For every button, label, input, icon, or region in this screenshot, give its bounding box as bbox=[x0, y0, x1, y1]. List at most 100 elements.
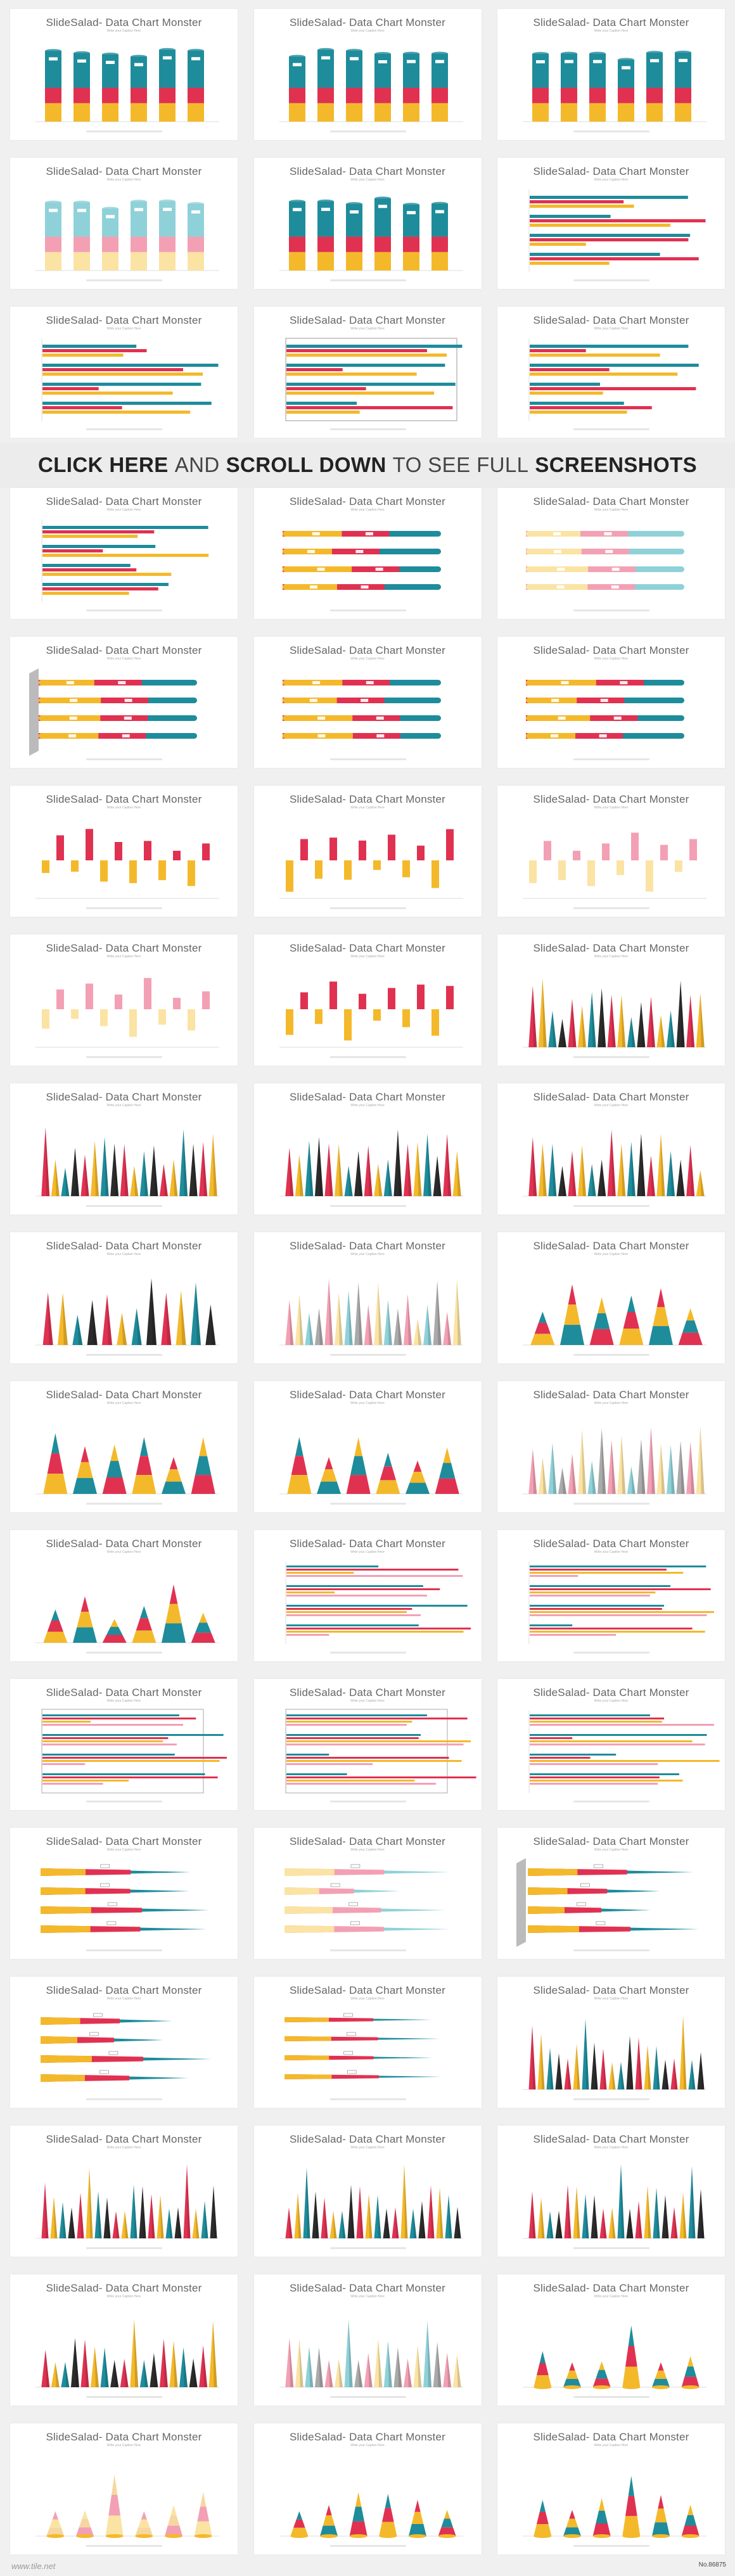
slide-subtitle: Write your Caption Here bbox=[594, 1699, 629, 1703]
slide-preview-card[interactable]: SlideSalad- Data Chart Monster Write your… bbox=[497, 2274, 725, 2406]
slide-preview-card[interactable]: SlideSalad- Data Chart Monster Write your… bbox=[253, 2126, 482, 2257]
slide-subtitle: Write your Caption Here bbox=[594, 327, 629, 331]
slide-preview-card[interactable]: SlideSalad- Data Chart Monster Write your… bbox=[10, 1977, 238, 2108]
slide-preview-card[interactable]: SlideSalad- Data Chart Monster Write your… bbox=[253, 1977, 482, 2108]
slide-preview-card[interactable]: SlideSalad- Data Chart Monster Write your… bbox=[253, 934, 482, 1066]
chart-thumbnail bbox=[35, 978, 219, 1058]
slide-preview-card[interactable]: SlideSalad- Data Chart Monster Write your… bbox=[497, 637, 725, 768]
slide-preview-card[interactable]: SlideSalad- Data Chart Monster Write your… bbox=[253, 1679, 482, 1810]
slide-subtitle: Write your Caption Here bbox=[350, 806, 385, 810]
slide-preview-card[interactable]: SlideSalad- Data Chart Monster Write your… bbox=[10, 1828, 238, 1959]
preview-row: SlideSalad- Data Chart Monster Write your… bbox=[10, 1530, 725, 1661]
chart-thumbnail bbox=[279, 2492, 463, 2547]
slide-preview-card[interactable]: SlideSalad- Data Chart Monster Write your… bbox=[497, 1828, 725, 1959]
slide-preview-card[interactable]: SlideSalad- Data Chart Monster Write your… bbox=[10, 1083, 238, 1215]
slide-title: SlideSalad- Data Chart Monster bbox=[533, 1538, 689, 1550]
slide-preview-card[interactable]: SlideSalad- Data Chart Monster Write your… bbox=[497, 786, 725, 917]
chart-thumbnail bbox=[523, 2164, 706, 2249]
slide-preview-card[interactable]: SlideSalad- Data Chart Monster Write your… bbox=[497, 934, 725, 1066]
slide-title: SlideSalad- Data Chart Monster bbox=[46, 1240, 202, 1252]
slide-preview-card[interactable]: SlideSalad- Data Chart Monster Write your… bbox=[10, 637, 238, 768]
chart-thumbnail bbox=[528, 338, 699, 430]
slide-preview-card[interactable]: SlideSalad- Data Chart Monster Write your… bbox=[253, 307, 482, 438]
slide-preview-card[interactable]: SlideSalad- Data Chart Monster Write your… bbox=[253, 1083, 482, 1215]
slide-preview-card[interactable]: SlideSalad- Data Chart Monster Write your… bbox=[253, 158, 482, 289]
slide-subtitle: Write your Caption Here bbox=[350, 955, 385, 959]
slide-subtitle: Write your Caption Here bbox=[350, 1104, 385, 1107]
slide-preview-card[interactable]: SlideSalad- Data Chart Monster Write your… bbox=[10, 1381, 238, 1512]
slide-preview-card[interactable]: SlideSalad- Data Chart Monster Write your… bbox=[497, 9, 725, 140]
slide-title: SlideSalad- Data Chart Monster bbox=[46, 165, 202, 177]
slide-subtitle: Write your Caption Here bbox=[594, 955, 629, 959]
chart-thumbnail bbox=[41, 1864, 210, 1951]
slide-title: SlideSalad- Data Chart Monster bbox=[289, 2282, 445, 2294]
preview-row: SlideSalad- Data Chart Monster Write your… bbox=[10, 488, 725, 619]
slide-preview-card[interactable]: SlideSalad- Data Chart Monster Write your… bbox=[10, 2126, 238, 2257]
scroll-banner[interactable]: CLICK HERE AND SCROLL DOWN TO SEE FULL S… bbox=[0, 442, 735, 488]
slide-title: SlideSalad- Data Chart Monster bbox=[289, 1984, 445, 1996]
slide-preview-card[interactable]: SlideSalad- Data Chart Monster Write your… bbox=[10, 934, 238, 1066]
slide-title: SlideSalad- Data Chart Monster bbox=[289, 1687, 445, 1699]
slide-preview-card[interactable]: SlideSalad- Data Chart Monster Write your… bbox=[253, 1530, 482, 1661]
chart-thumbnail bbox=[523, 2325, 706, 2398]
chart-thumbnail bbox=[284, 1864, 451, 1951]
slide-subtitle: Write your Caption Here bbox=[594, 1401, 629, 1405]
slide-subtitle: Write your Caption Here bbox=[350, 1699, 385, 1703]
slide-preview-card[interactable]: SlideSalad- Data Chart Monster Write your… bbox=[253, 2274, 482, 2406]
slide-preview-card[interactable]: SlideSalad- Data Chart Monster Write your… bbox=[253, 488, 482, 619]
slide-preview-card[interactable]: SlideSalad- Data Chart Monster Write your… bbox=[10, 2274, 238, 2406]
slide-preview-card[interactable]: SlideSalad- Data Chart Monster Write your… bbox=[10, 786, 238, 917]
slide-preview-card[interactable]: SlideSalad- Data Chart Monster Write your… bbox=[253, 9, 482, 140]
preview-row: SlideSalad- Data Chart Monster Write your… bbox=[10, 1381, 725, 1512]
slide-preview-card[interactable]: SlideSalad- Data Chart Monster Write your… bbox=[497, 1381, 725, 1512]
slide-title: SlideSalad- Data Chart Monster bbox=[533, 942, 689, 954]
slide-title: SlideSalad- Data Chart Monster bbox=[533, 1240, 689, 1252]
slide-preview-card[interactable]: SlideSalad- Data Chart Monster Write your… bbox=[497, 1530, 725, 1661]
slide-subtitle: Write your Caption Here bbox=[106, 29, 141, 33]
slide-preview-card[interactable]: SlideSalad- Data Chart Monster Write your… bbox=[253, 1232, 482, 1363]
chart-thumbnail bbox=[523, 2476, 706, 2547]
preview-row: SlideSalad- Data Chart Monster Write your… bbox=[10, 786, 725, 917]
slide-preview-card[interactable]: SlideSalad- Data Chart Monster Write your… bbox=[10, 1530, 238, 1661]
slide-title: SlideSalad- Data Chart Monster bbox=[46, 1091, 202, 1103]
slide-subtitle: Write your Caption Here bbox=[106, 1550, 141, 1554]
slide-preview-card[interactable]: SlideSalad- Data Chart Monster Write your… bbox=[497, 158, 725, 289]
slide-preview-card[interactable]: SlideSalad- Data Chart Monster Write your… bbox=[253, 1381, 482, 1512]
slide-preview-card[interactable]: SlideSalad- Data Chart Monster Write your… bbox=[497, 1083, 725, 1215]
slide-preview-card[interactable]: SlideSalad- Data Chart Monster Write your… bbox=[10, 1232, 238, 1363]
slide-subtitle: Write your Caption Here bbox=[106, 806, 141, 810]
slide-subtitle: Write your Caption Here bbox=[350, 1550, 385, 1554]
slide-preview-card[interactable]: SlideSalad- Data Chart Monster Write your… bbox=[253, 786, 482, 917]
slide-subtitle: Write your Caption Here bbox=[106, 1104, 141, 1107]
chart-thumbnail bbox=[285, 338, 462, 430]
slide-preview-card[interactable]: SlideSalad- Data Chart Monster Write your… bbox=[497, 1232, 725, 1363]
slide-preview-card[interactable]: SlideSalad- Data Chart Monster Write your… bbox=[253, 637, 482, 768]
slide-subtitle: Write your Caption Here bbox=[594, 2146, 629, 2150]
slide-title: SlideSalad- Data Chart Monster bbox=[289, 165, 445, 177]
chart-thumbnail bbox=[528, 189, 706, 281]
slide-preview-card[interactable]: SlideSalad- Data Chart Monster Write your… bbox=[497, 1679, 725, 1810]
slide-preview-card[interactable]: SlideSalad- Data Chart Monster Write your… bbox=[497, 488, 725, 619]
slide-preview-card[interactable]: SlideSalad- Data Chart Monster Write your… bbox=[10, 9, 238, 140]
slide-preview-card[interactable]: SlideSalad- Data Chart Monster Write your… bbox=[10, 2423, 238, 2554]
slide-title: SlideSalad- Data Chart Monster bbox=[533, 314, 689, 326]
slide-preview-card[interactable]: SlideSalad- Data Chart Monster Write your… bbox=[10, 307, 238, 438]
slide-subtitle: Write your Caption Here bbox=[350, 508, 385, 512]
slide-preview-card[interactable]: SlideSalad- Data Chart Monster Write your… bbox=[497, 2126, 725, 2257]
slide-preview-card[interactable]: SlideSalad- Data Chart Monster Write your… bbox=[497, 1977, 725, 2108]
chart-thumbnail bbox=[279, 196, 463, 281]
slide-preview-card[interactable]: SlideSalad- Data Chart Monster Write your… bbox=[253, 1828, 482, 1959]
chart-thumbnail bbox=[523, 1284, 706, 1356]
preview-row: SlideSalad- Data Chart Monster Write your… bbox=[10, 1828, 725, 1959]
slide-preview-card[interactable]: SlideSalad- Data Chart Monster Write your… bbox=[497, 307, 725, 438]
banner-scroll-down: SCROLL DOWN bbox=[226, 453, 387, 476]
slide-title: SlideSalad- Data Chart Monster bbox=[289, 1389, 445, 1401]
slide-subtitle: Write your Caption Here bbox=[594, 2295, 629, 2299]
slide-preview-card[interactable]: SlideSalad- Data Chart Monster Write your… bbox=[253, 2423, 482, 2554]
slide-preview-card[interactable]: SlideSalad- Data Chart Monster Write your… bbox=[10, 488, 238, 619]
slide-preview-card[interactable]: SlideSalad- Data Chart Monster Write your… bbox=[10, 158, 238, 289]
slide-title: SlideSalad- Data Chart Monster bbox=[46, 2133, 202, 2145]
slide-preview-card[interactable]: SlideSalad- Data Chart Monster Write your… bbox=[497, 2423, 725, 2554]
slide-preview-card[interactable]: SlideSalad- Data Chart Monster Write your… bbox=[10, 1679, 238, 1810]
slide-title: SlideSalad- Data Chart Monster bbox=[289, 2431, 445, 2443]
